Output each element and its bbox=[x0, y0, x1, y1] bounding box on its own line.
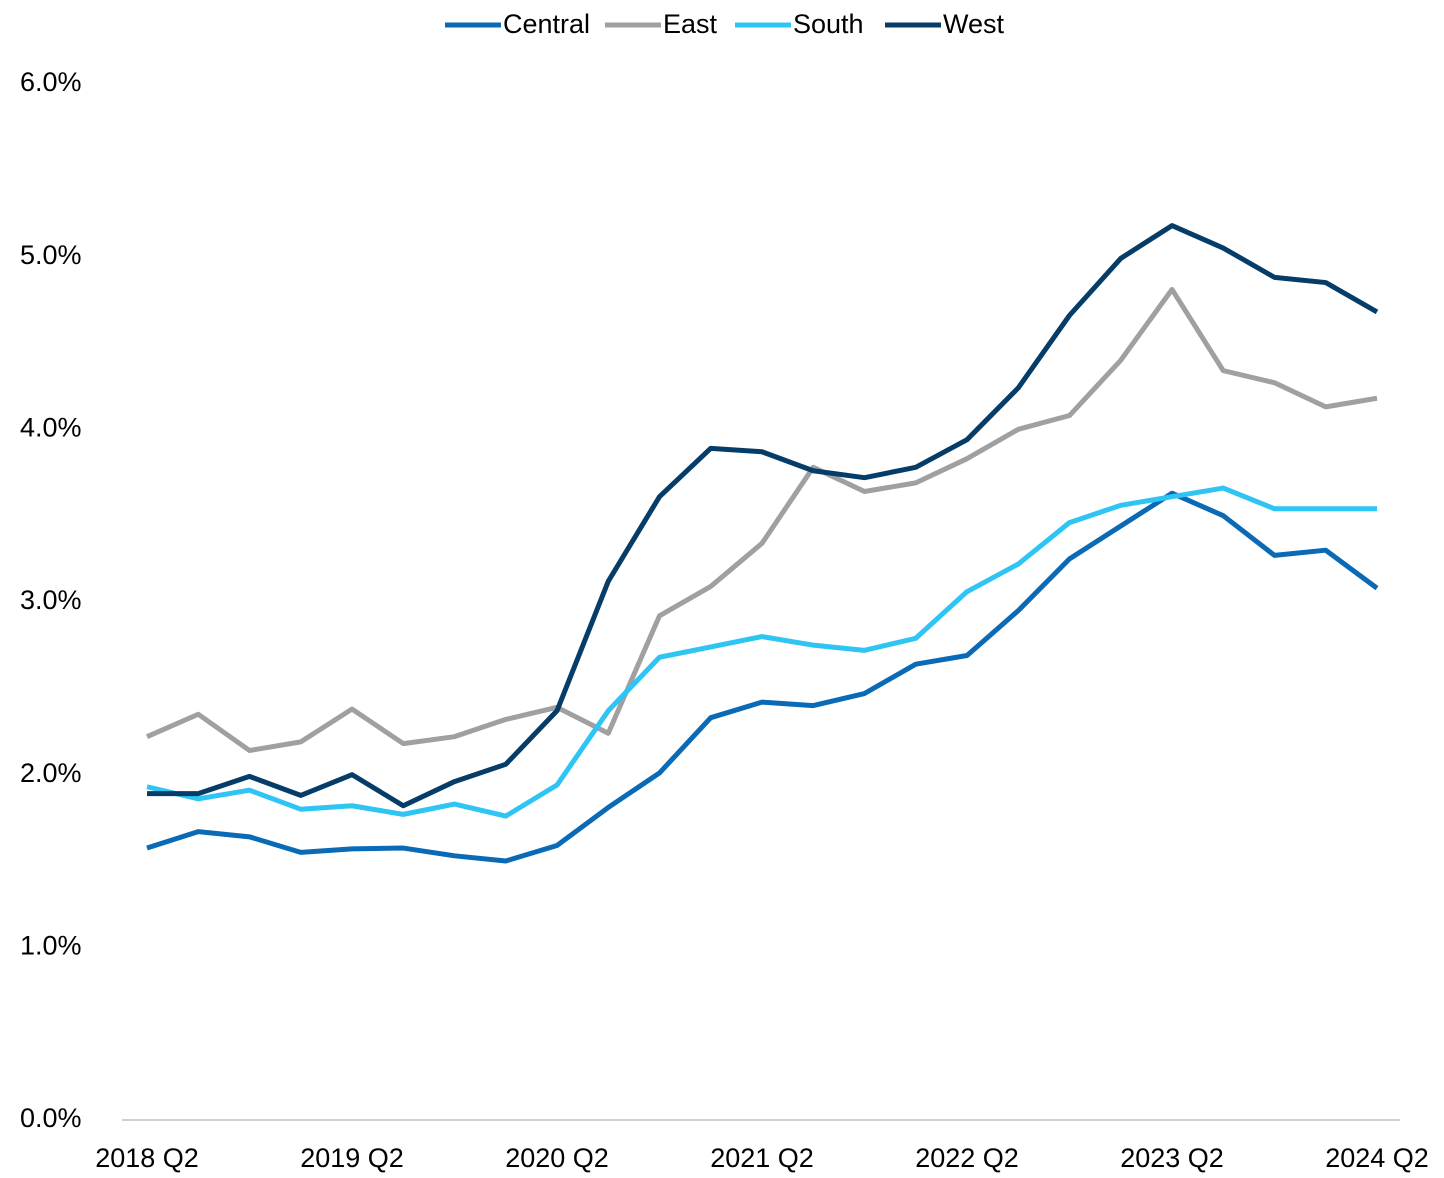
line-series bbox=[145, 286, 1378, 753]
y-tick-label: 1.0% bbox=[20, 930, 82, 960]
line-series bbox=[146, 485, 1377, 819]
legend-label: East bbox=[663, 9, 718, 39]
x-tick-label: 2018 Q2 bbox=[95, 1143, 199, 1173]
y-tick-label: 0.0% bbox=[20, 1103, 82, 1133]
y-tick-label: 3.0% bbox=[20, 585, 82, 615]
legend-label: South bbox=[793, 9, 864, 39]
y-tick-label: 5.0% bbox=[20, 240, 82, 270]
x-tick-label: 2024 Q2 bbox=[1325, 1143, 1429, 1173]
legend-label: West bbox=[943, 9, 1005, 39]
y-tick-label: 2.0% bbox=[20, 758, 82, 788]
line-series bbox=[147, 223, 1379, 809]
legend-label: Central bbox=[503, 9, 590, 39]
x-tick-label: 2021 Q2 bbox=[710, 1143, 814, 1173]
line-series bbox=[146, 490, 1379, 864]
x-tick-label: 2023 Q2 bbox=[1120, 1143, 1224, 1173]
y-tick-label: 4.0% bbox=[20, 412, 82, 442]
x-tick-label: 2020 Q2 bbox=[505, 1143, 609, 1173]
x-tick-label: 2019 Q2 bbox=[300, 1143, 404, 1173]
y-tick-label: 6.0% bbox=[20, 67, 82, 97]
x-tick-label: 2022 Q2 bbox=[915, 1143, 1019, 1173]
